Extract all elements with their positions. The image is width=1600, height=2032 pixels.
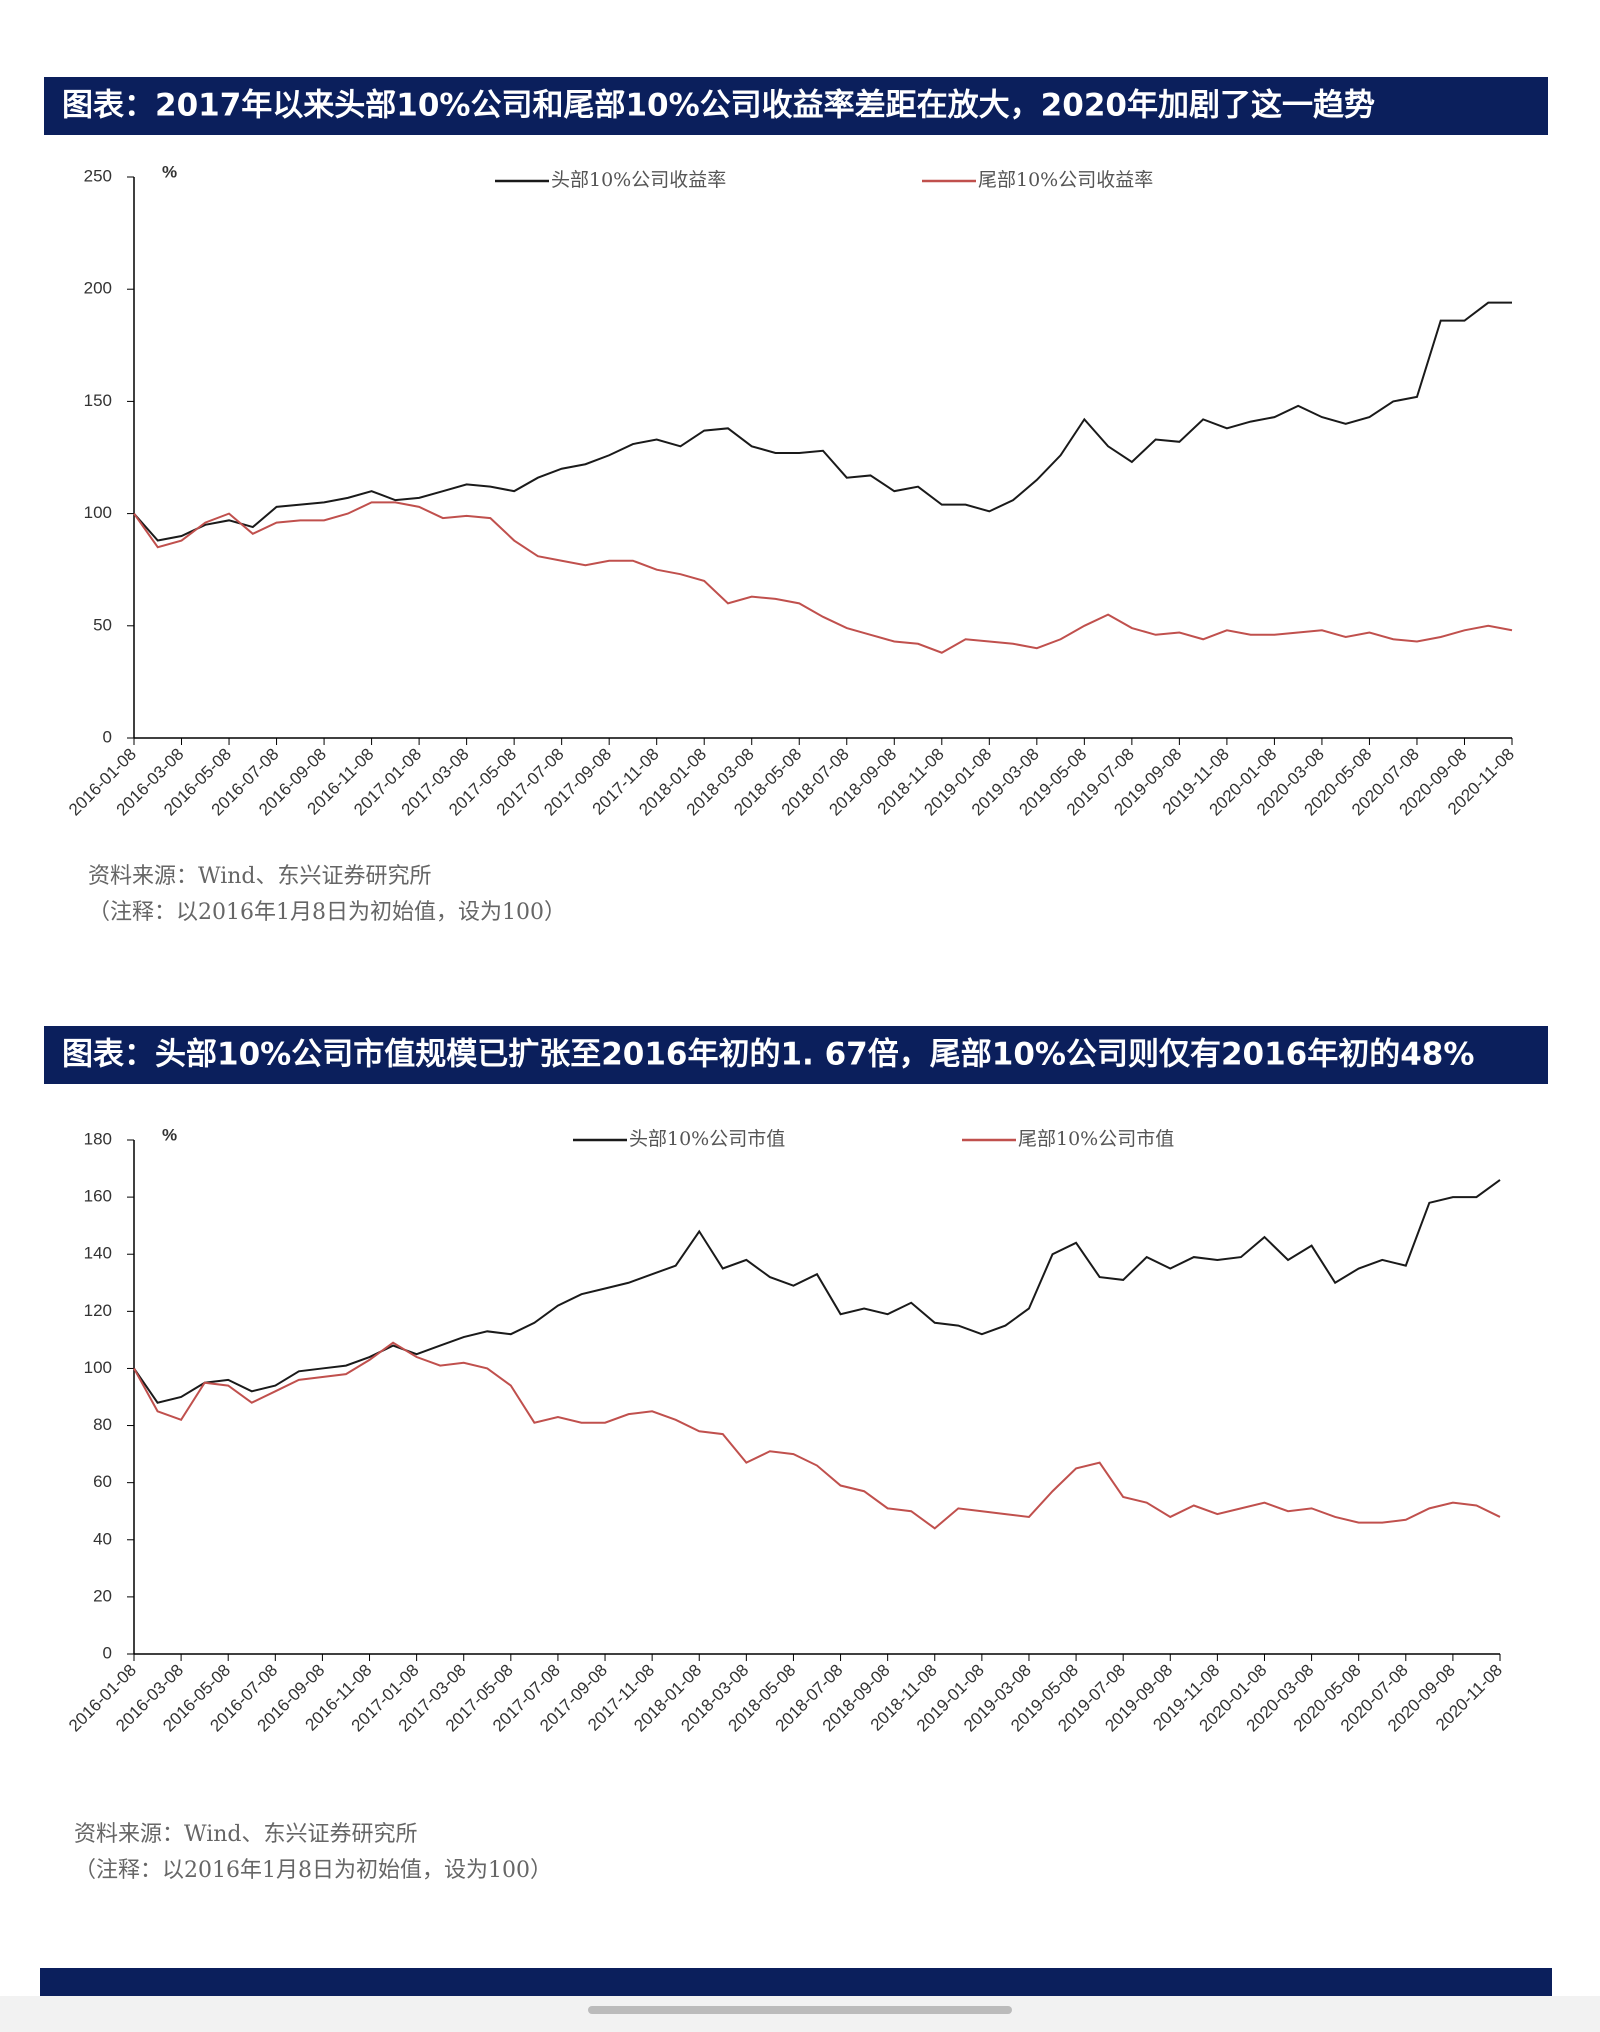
y-axis-label: % <box>162 1125 177 1144</box>
y-tick-label: 0 <box>103 1643 112 1662</box>
y-tick-label: 60 <box>93 1472 112 1491</box>
y-tick-label: 140 <box>84 1244 112 1263</box>
legend-label: 头部10%公司收益率 <box>551 169 726 191</box>
chart-title: 图表：2017年以来头部10%公司和尾部10%公司收益率差距在放大，2020年加… <box>62 88 1375 124</box>
legend-label: 尾部10%公司收益率 <box>978 169 1153 191</box>
series-line <box>133 1341 1501 1530</box>
legend-label: 尾部10%公司市值 <box>1018 1128 1174 1150</box>
y-tick-label: 20 <box>93 1586 112 1605</box>
y-tick-label: 180 <box>84 1129 112 1148</box>
y-tick-label: 160 <box>84 1187 112 1206</box>
title-bar <box>44 77 1548 135</box>
source: 资料来源：Wind、东兴证券研究所 <box>88 864 432 889</box>
y-tick-label: 80 <box>93 1415 112 1434</box>
y-tick-label: 120 <box>84 1301 112 1320</box>
title-bar <box>44 1026 1548 1084</box>
y-tick-label: 100 <box>84 1358 112 1377</box>
y-tick-label: 150 <box>84 391 112 410</box>
home-indicator <box>588 2006 1012 2014</box>
y-tick-label: 50 <box>93 615 112 634</box>
note: （注释：以2016年1月8日为初始值，设为100） <box>88 900 566 925</box>
note: （注释：以2016年1月8日为初始值，设为100） <box>74 1858 552 1883</box>
y-tick-label: 100 <box>84 503 112 522</box>
chart-title: 图表：头部10%公司市值规模已扩张至2016年初的1. 67倍，尾部10%公司则… <box>62 1037 1474 1073</box>
y-tick-label: 40 <box>93 1529 112 1548</box>
legend-label: 头部10%公司市值 <box>629 1128 785 1150</box>
y-axis-label: % <box>162 162 177 181</box>
series-line <box>133 501 1513 654</box>
source: 资料来源：Wind、东兴证券研究所 <box>74 1822 418 1847</box>
y-tick-label: 200 <box>84 279 112 298</box>
y-tick-label: 0 <box>103 727 112 746</box>
series-line <box>133 1179 1501 1404</box>
series-line <box>133 301 1512 542</box>
y-tick-label: 250 <box>84 166 112 185</box>
